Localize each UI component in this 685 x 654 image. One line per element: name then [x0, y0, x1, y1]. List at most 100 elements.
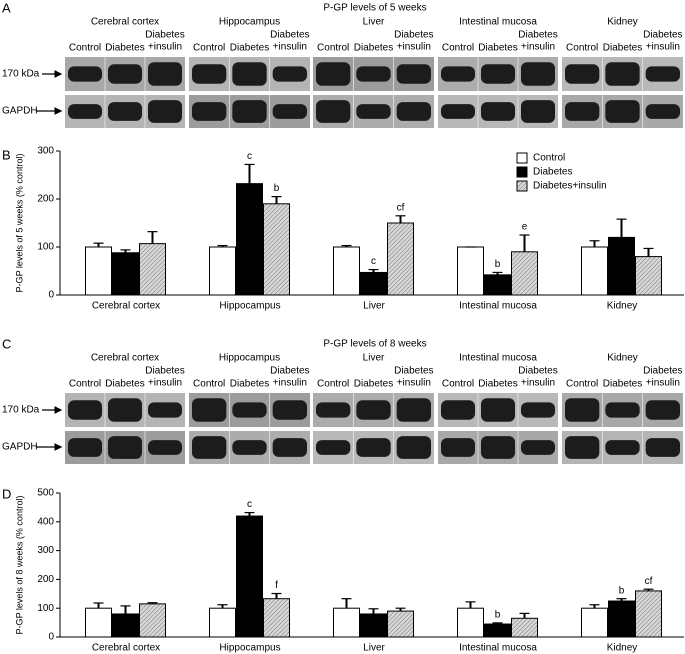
row-label: 170 kDa: [2, 69, 40, 80]
blot-band: [441, 438, 475, 457]
bar: [333, 607, 360, 638]
lane-label: +insulin: [148, 42, 182, 53]
blot-band: [108, 64, 142, 84]
bar: [236, 183, 263, 296]
panel-label: D: [2, 486, 11, 501]
bar: [608, 236, 635, 296]
tissue-label: Intestinal mucosa: [459, 353, 537, 364]
bar: [236, 515, 263, 638]
lane-label: +insulin: [521, 378, 555, 389]
blot-band: [232, 440, 267, 455]
lane-label: +insulin: [397, 378, 431, 389]
bar: [387, 222, 414, 296]
blot-band: [605, 440, 640, 455]
bar: [209, 246, 236, 296]
blot-band: [272, 400, 307, 420]
tissue-label: Hippocampus: [219, 353, 280, 364]
blot-band: [272, 66, 307, 82]
blot-band: [232, 62, 267, 86]
blot-band: [68, 104, 102, 119]
lane-label: +insulin: [646, 42, 680, 53]
bar: [85, 607, 112, 638]
blot-band: [68, 438, 102, 457]
lane-label: Diabetes: [270, 366, 309, 377]
blot-band: [356, 104, 391, 119]
bar: [457, 607, 484, 638]
blot-title: P-GP levels of 8 weeks: [323, 339, 426, 350]
lane-label: Diabetes: [105, 379, 144, 390]
bar: [139, 243, 166, 296]
blot-band: [396, 64, 431, 84]
blot-band: [356, 66, 391, 82]
blot-band: [565, 102, 600, 121]
blot-band: [356, 438, 391, 457]
bar: [635, 256, 662, 296]
tissue-label: Hippocampus: [219, 17, 280, 28]
tissue-label: Kidney: [607, 353, 638, 364]
blot-band: [481, 436, 515, 459]
blot-band: [481, 64, 515, 84]
tissue-label: Cerebral cortex: [91, 353, 159, 364]
blot-band: [192, 398, 227, 422]
blot-band: [316, 440, 351, 455]
blot-band: [481, 102, 515, 121]
legend-label: Control: [533, 153, 565, 164]
legend-swatch: [516, 180, 528, 192]
y-tick-label: 400: [37, 516, 54, 527]
lane-label: Control: [69, 43, 101, 54]
lane-label: Control: [69, 379, 101, 390]
bar: [387, 610, 414, 638]
row-label: 170 kDa: [2, 405, 40, 416]
blot-band: [108, 398, 142, 422]
lane-label: Control: [193, 43, 225, 54]
y-tick-label: 500: [37, 488, 54, 499]
x-tick-label: Cerebral cortex: [92, 301, 160, 312]
tissue-label: Kidney: [607, 17, 638, 28]
legend-label: Diabetes: [533, 167, 572, 178]
lane-label: Diabetes: [354, 379, 393, 390]
blot-band: [396, 436, 431, 459]
blot-band: [521, 440, 555, 455]
lane-label: Diabetes: [230, 43, 269, 54]
blot-band: [232, 402, 267, 418]
bar: [484, 623, 511, 638]
lane-label: +insulin: [148, 378, 182, 389]
tissue-label: Liver: [363, 17, 385, 28]
lane-label: Control: [566, 43, 598, 54]
lane-label: Diabetes: [145, 366, 184, 377]
lane-label: +insulin: [273, 42, 307, 53]
lane-label: Diabetes: [230, 379, 269, 390]
blot-band: [645, 66, 680, 82]
bar: [263, 203, 290, 296]
bar: [209, 607, 236, 638]
blot-band: [316, 402, 351, 418]
blot-band: [272, 438, 307, 457]
blot-band: [396, 398, 431, 422]
x-tick-label: Kidney: [607, 301, 638, 312]
lane-label: Diabetes: [354, 43, 393, 54]
significance-label: b: [495, 610, 501, 621]
lane-label: Control: [566, 379, 598, 390]
legend-swatch: [516, 152, 528, 164]
bar: [608, 600, 635, 638]
lane-label: Diabetes: [478, 379, 517, 390]
lane-label: Diabetes: [643, 366, 682, 377]
x-tick-label: Cerebral cortex: [92, 643, 160, 654]
bar: [112, 613, 139, 638]
bar: [484, 274, 511, 296]
panel-label: B: [2, 147, 11, 162]
blot-band: [441, 66, 475, 82]
lane-label: Diabetes: [270, 30, 309, 41]
y-tick-label: 200: [37, 194, 54, 205]
significance-label: e: [522, 222, 528, 233]
x-tick-label: Liver: [363, 643, 385, 654]
row-label: GAPDH: [2, 106, 38, 117]
y-axis-label: P-GP levels of 8 weeks (% control): [14, 496, 24, 635]
significance-label: f: [275, 580, 278, 591]
bar: [263, 598, 290, 638]
blot-band: [481, 398, 515, 422]
lane-label: Diabetes: [603, 379, 642, 390]
blot-band: [316, 62, 351, 86]
blot-band: [108, 102, 142, 121]
bar: [581, 246, 608, 296]
